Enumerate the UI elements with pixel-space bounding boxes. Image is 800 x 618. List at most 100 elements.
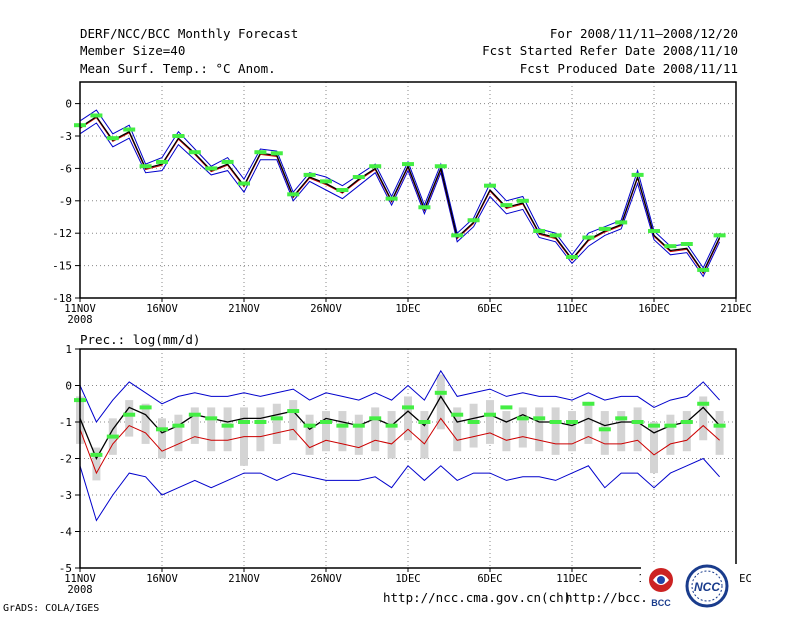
x-tick-label: 26NOV	[310, 573, 342, 585]
y-tick-label: -2	[59, 453, 72, 466]
marker-point	[664, 423, 677, 428]
spread-box	[272, 403, 281, 444]
marker-point	[254, 150, 267, 155]
marker-point	[451, 233, 464, 238]
spread-box	[650, 422, 658, 474]
chart-title: DERF/NCC/BCC Monthly Forecast	[80, 26, 299, 41]
marker-point	[697, 401, 710, 406]
series-line-mean	[79, 395, 721, 460]
marker-point	[90, 452, 103, 457]
series-line-lower	[79, 457, 720, 522]
x-tick-label: 11DEC	[556, 573, 588, 585]
spread-box	[420, 411, 429, 459]
y-tick-label: 0	[65, 380, 72, 393]
x-tick-label: 11NOV	[64, 303, 96, 315]
x-tick-label: 21NOV	[228, 573, 260, 585]
spread-box	[699, 396, 708, 441]
marker-point	[680, 420, 693, 424]
x-tick-label: 11NOV	[64, 573, 96, 585]
marker-point	[697, 267, 710, 272]
series-line-lower	[79, 122, 721, 278]
ncc-logo-text: NCC	[694, 580, 720, 594]
marker-point	[385, 196, 398, 201]
x-tick-label: 16DEC	[638, 303, 670, 315]
marker-point	[205, 166, 218, 171]
ncc-url-link[interactable]: http://ncc.cma.gov.cn(ch)	[383, 590, 572, 605]
marker-point	[123, 412, 136, 417]
marker-point	[582, 401, 595, 406]
marker-point	[533, 229, 546, 234]
forecast-period: For 2008/11/11—2008/12/20	[549, 26, 738, 41]
spread-box	[322, 411, 330, 452]
marker-point	[303, 423, 316, 428]
marker-point	[467, 218, 480, 223]
marker-point	[336, 188, 349, 192]
marker-point	[434, 164, 447, 169]
marker-point	[287, 409, 300, 414]
marker-point	[566, 420, 578, 424]
x-tick-label: 21DEC	[720, 303, 752, 315]
marker-point	[205, 416, 218, 421]
spread-box	[436, 374, 445, 430]
spread-box	[338, 411, 347, 452]
series-line-mean	[79, 115, 721, 274]
marker-point	[533, 416, 546, 421]
marker-point	[566, 254, 578, 259]
spread-box	[141, 403, 150, 444]
y-tick-label: -1	[59, 416, 72, 429]
marker-point	[631, 172, 644, 177]
spread-box	[371, 407, 380, 452]
x-tick-label: 16NOV	[146, 573, 178, 585]
spread-box	[223, 407, 232, 452]
x-tick-sublabel: 2008	[67, 314, 92, 326]
spread-box	[387, 411, 396, 459]
marker-point	[467, 420, 480, 424]
series-line-upper	[79, 369, 720, 423]
x-tick-label: 21NOV	[228, 303, 260, 315]
y-tick-label: -18	[52, 292, 72, 305]
x-tick-label: 1DEC	[395, 303, 420, 315]
marker-point	[238, 420, 250, 424]
marker-point	[615, 416, 628, 421]
spread-box	[354, 414, 363, 455]
marker-point	[106, 136, 119, 141]
y-tick-label: -15	[52, 260, 72, 273]
marker-point	[270, 151, 283, 156]
y-tick-label: -6	[59, 162, 72, 175]
marker-point	[648, 229, 660, 234]
marker-point	[123, 127, 136, 132]
spread-box	[568, 411, 576, 452]
marker-point	[172, 423, 185, 428]
y-tick-label: -9	[59, 195, 72, 208]
marker-point	[385, 423, 398, 428]
marker-point	[221, 423, 234, 428]
marker-point	[238, 181, 250, 186]
marker-point	[664, 244, 677, 249]
y-tick-label: 1	[65, 343, 72, 356]
x-tick-label: 6DEC	[477, 573, 502, 585]
marker-point	[713, 423, 726, 428]
marker-point	[188, 150, 201, 155]
spread-box	[600, 411, 609, 455]
marker-point	[188, 412, 201, 417]
spread-box	[305, 414, 314, 455]
marker-point	[500, 405, 513, 410]
spread-box	[518, 407, 527, 448]
spread-box	[158, 418, 166, 459]
marker-point	[270, 416, 283, 421]
marker-point	[549, 233, 562, 238]
marker-point	[369, 164, 382, 169]
logos: BCC NCC	[641, 564, 739, 610]
marker-point	[615, 220, 628, 225]
spread-box	[666, 414, 675, 455]
spread-box	[453, 407, 462, 452]
precip-panel-title: Prec.: log(mm/d)	[80, 332, 200, 347]
marker-point	[484, 183, 496, 188]
bcc-url-link[interactable]: http://bcc.	[565, 590, 648, 605]
y-tick-label: 0	[65, 98, 72, 111]
marker-point	[402, 162, 414, 167]
marker-point	[418, 205, 431, 210]
